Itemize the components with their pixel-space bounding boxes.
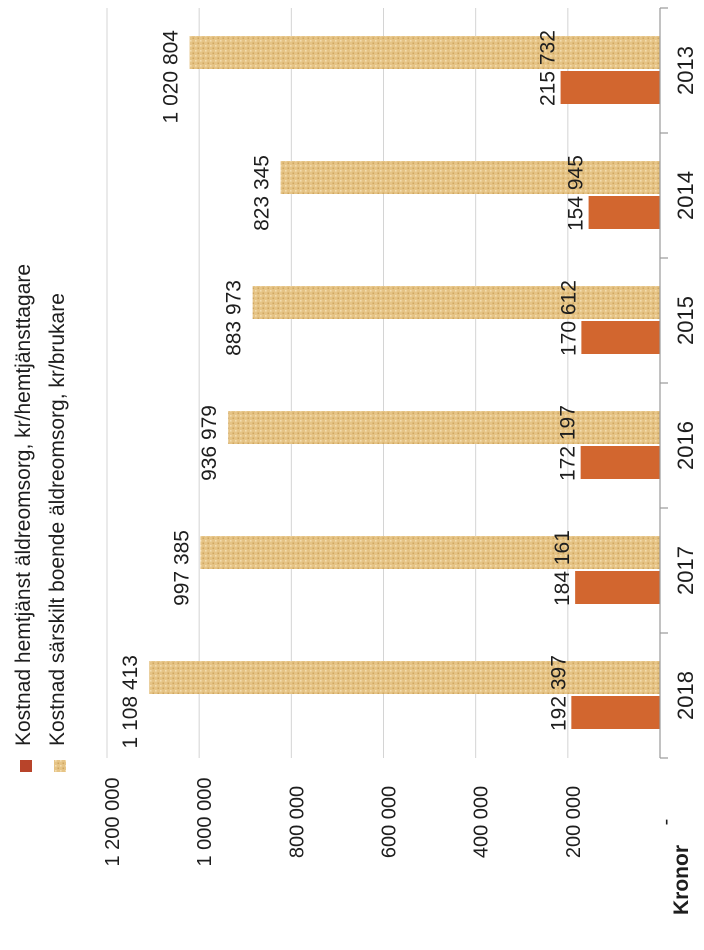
value-label-sarskilt-boende: 997 385 bbox=[170, 530, 193, 606]
value-label-sarskilt-boende: 883 973 bbox=[223, 280, 246, 356]
category-label: 2013 bbox=[673, 46, 698, 95]
value-label-hemtjanst: 172 197 bbox=[557, 405, 580, 481]
legend-swatch bbox=[54, 760, 66, 772]
category-label: 2014 bbox=[673, 171, 698, 220]
bar-hemtjanst bbox=[581, 321, 660, 354]
value-tick-label: 600 000 bbox=[379, 786, 401, 858]
bars bbox=[149, 36, 661, 729]
bar-sarskilt-boende bbox=[228, 411, 660, 444]
bar-sarskilt-boende bbox=[189, 36, 661, 69]
legend-entry: Kostnad särskilt boende äldreomsorg, kr/… bbox=[46, 293, 69, 746]
legend-swatch bbox=[20, 760, 32, 772]
value-label-hemtjanst: 192 397 bbox=[547, 655, 570, 731]
value-label-hemtjanst: 215 732 bbox=[537, 30, 560, 106]
value-tick-label: 200 000 bbox=[563, 786, 585, 858]
bar-sarskilt-boende bbox=[200, 536, 660, 569]
bar-sarskilt-boende bbox=[280, 161, 660, 194]
value-label-sarskilt-boende: 936 979 bbox=[198, 405, 221, 481]
bar-hemtjanst bbox=[560, 71, 660, 104]
bar-hemtjanst bbox=[580, 446, 660, 479]
value-tick-label: 400 000 bbox=[471, 786, 493, 858]
bar-sarskilt-boende bbox=[149, 661, 660, 694]
value-axis-title: Kronor bbox=[670, 845, 693, 915]
category-label: 2018 bbox=[673, 671, 698, 720]
value-label-hemtjanst: 184 161 bbox=[551, 530, 574, 606]
value-tick-label: 1 200 000 bbox=[102, 778, 124, 867]
value-tick-label: - bbox=[655, 819, 677, 826]
value-tick-label: 1 000 000 bbox=[194, 778, 216, 867]
value-label-sarskilt-boende: 823 345 bbox=[251, 155, 274, 231]
value-label-sarskilt-boende: 1 020 804 bbox=[160, 30, 183, 124]
data-labels: 215 732 1 020 804 154 945 823 345 170 612 883… bbox=[119, 30, 587, 749]
category-label: 2016 bbox=[673, 421, 698, 470]
legend-entry: Kostnad hemtjänst äldreomsorg, kr/hemtjä… bbox=[12, 264, 35, 746]
bar-hemtjanst bbox=[588, 196, 660, 229]
axes: - 200 000 400 000 600 000 800 000 1 000 000 1 … bbox=[102, 7, 698, 915]
value-tick-label: 800 000 bbox=[286, 786, 308, 858]
value-label-hemtjanst: 154 945 bbox=[565, 155, 588, 231]
category-label: 2017 bbox=[673, 546, 698, 595]
value-label-hemtjanst: 170 612 bbox=[557, 280, 580, 356]
grid bbox=[106, 8, 569, 758]
bar-sarskilt-boende bbox=[252, 286, 660, 319]
category-label: 2015 bbox=[673, 296, 698, 345]
value-label-sarskilt-boende: 1 108 413 bbox=[119, 655, 142, 748]
legend: Kostnad hemtjänst äldreomsorg, kr/hemtjä… bbox=[12, 264, 69, 772]
bar-hemtjanst bbox=[571, 696, 660, 729]
bar-hemtjanst bbox=[575, 571, 660, 604]
